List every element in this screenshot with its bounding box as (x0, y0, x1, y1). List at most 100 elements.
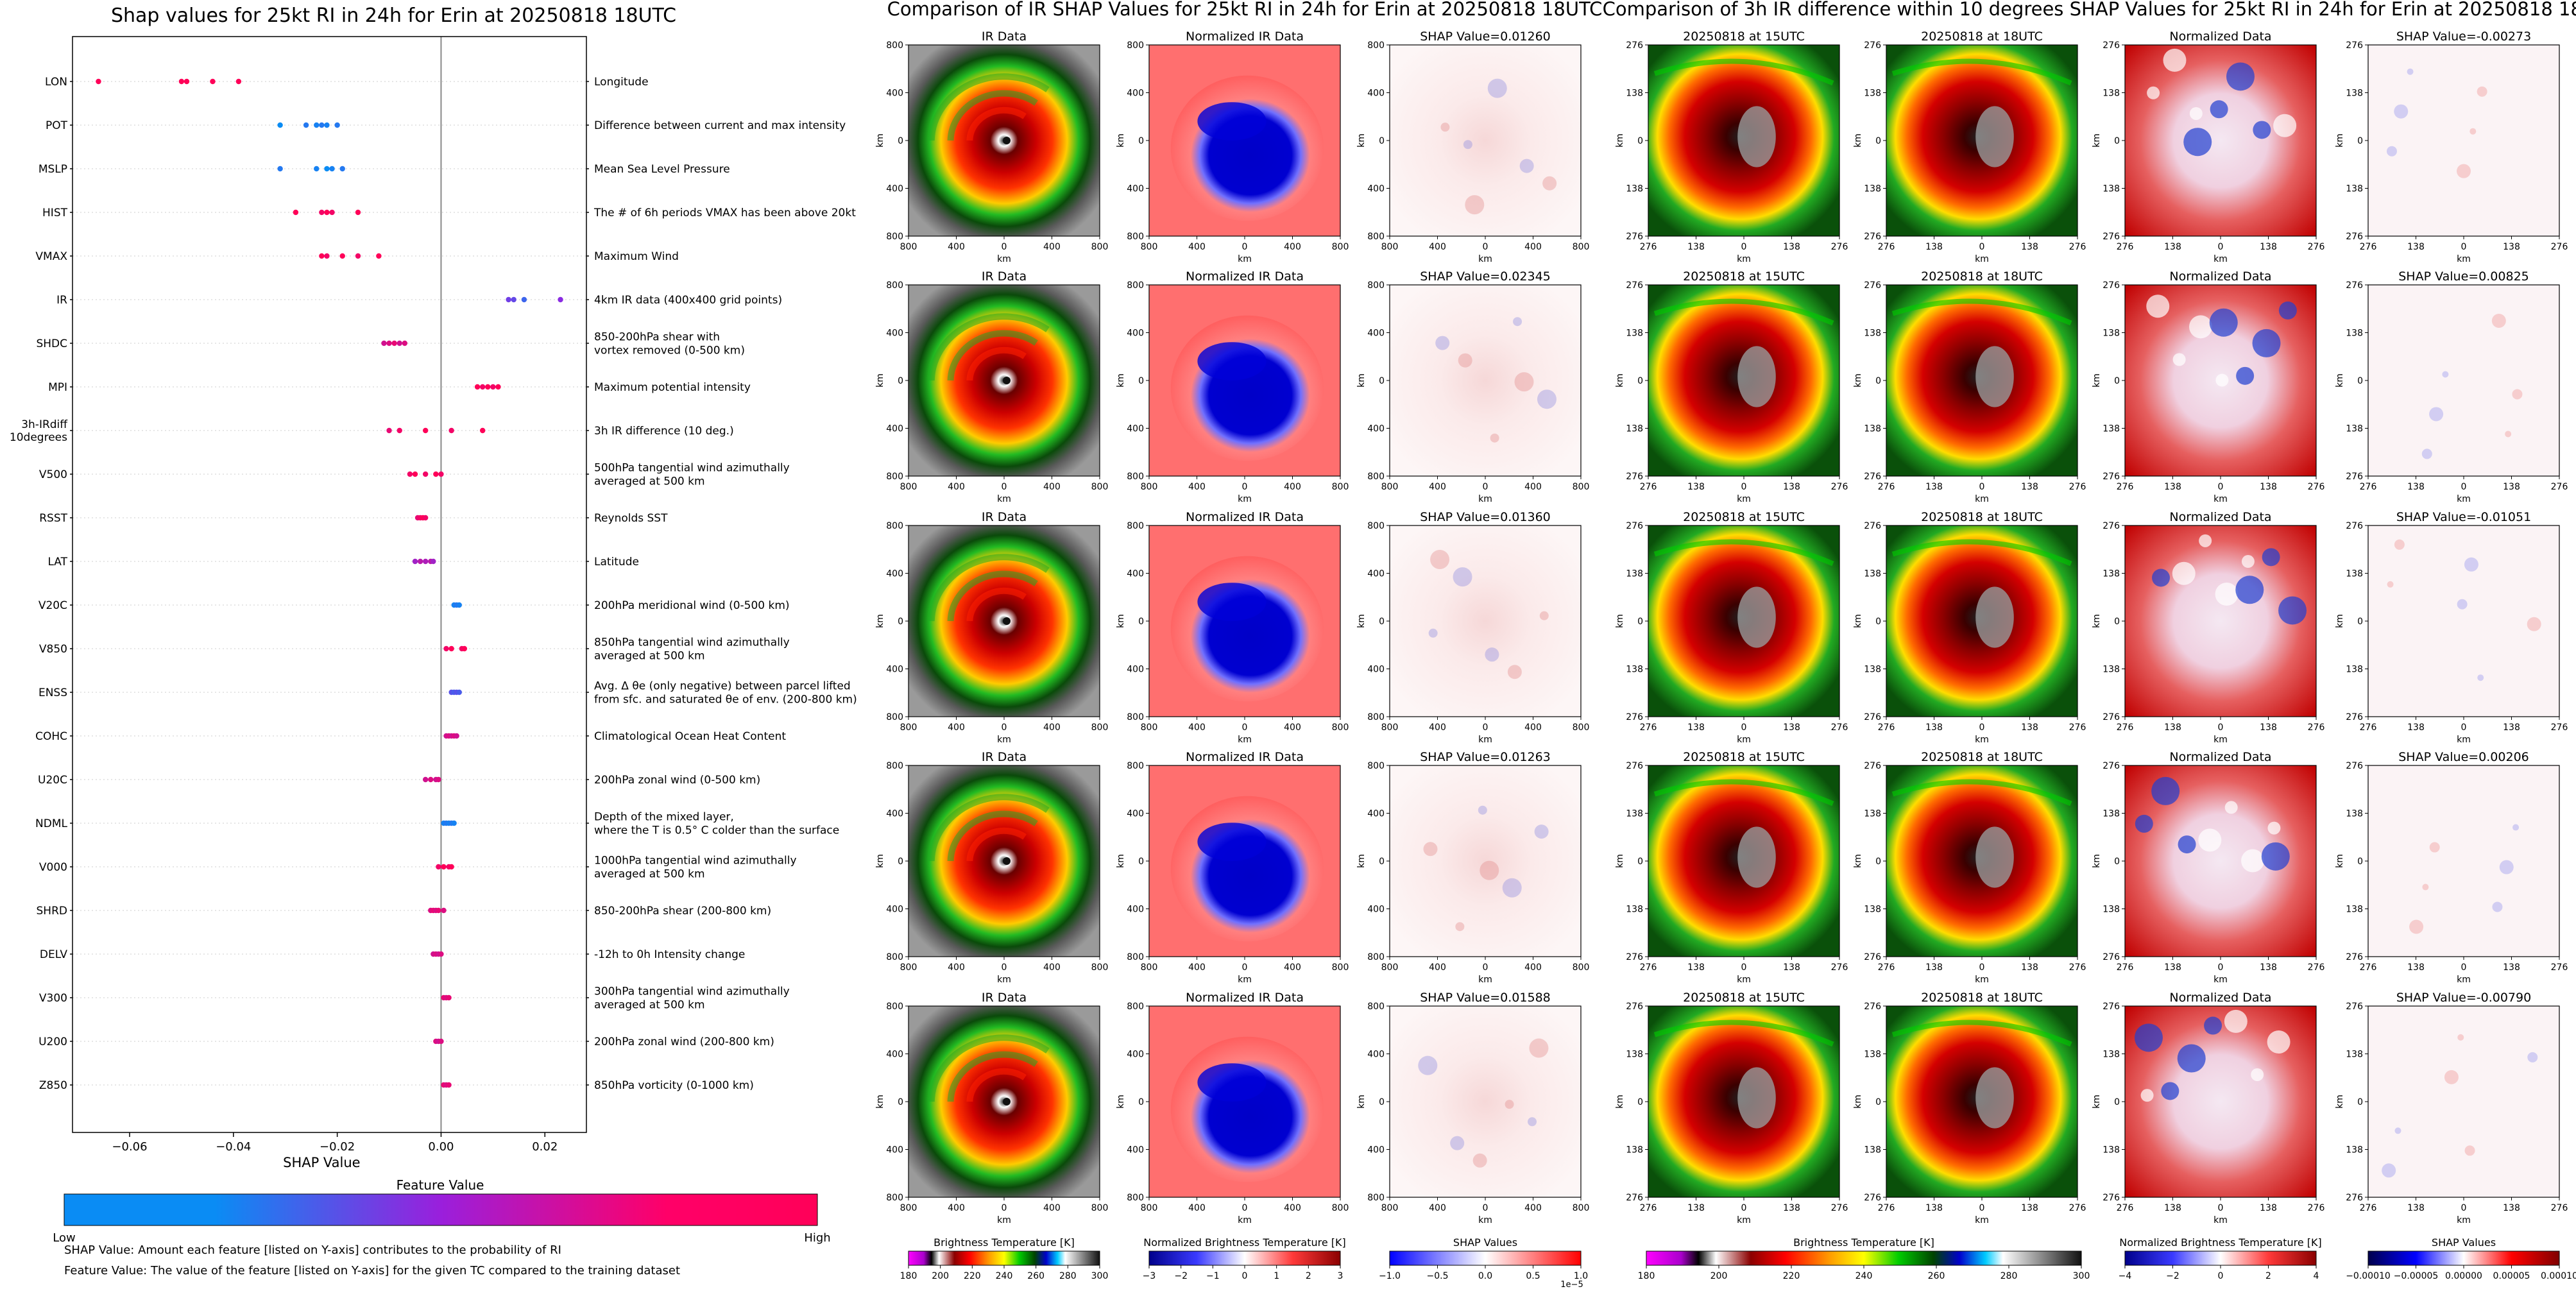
ir-shap-blob (1455, 922, 1465, 932)
y-tick-label: 400 (1367, 905, 1385, 915)
y-axis-label: km (875, 614, 885, 628)
y-tick-label: 400 (1367, 89, 1385, 99)
y-tick-label: 0 (1875, 1097, 1881, 1107)
x-axis-label: km (2213, 975, 2228, 985)
ir-spiral-band (966, 827, 1027, 862)
colorbar-tick-label: 180 (900, 1271, 917, 1281)
x-tick-label: 0 (1741, 1203, 1747, 1213)
feature-description-label: averaged at 500 km (594, 868, 705, 881)
x-tick-label: 0 (1979, 1203, 1985, 1213)
colorbar-tick-label: −0.00005 (2394, 1271, 2439, 1281)
x-tick-label: 400 (1284, 722, 1301, 733)
x-tick-label: 276 (2308, 962, 2325, 973)
x-tick-label: 0 (2218, 722, 2224, 733)
y-axis-label: km (1853, 614, 1863, 628)
x-tick-label: 138 (1925, 242, 1943, 252)
y-tick-label: 400 (886, 569, 903, 579)
diff-shap-image (2368, 1006, 2559, 1197)
y-tick-label: 0 (898, 617, 903, 627)
normalized-diff-blob (2140, 1089, 2154, 1102)
diff-shap-blob (2394, 1127, 2401, 1134)
feature-description-label: 300hPa tangential wind azimuthally (594, 986, 790, 998)
y-axis-label: km (875, 1095, 885, 1109)
x-tick-label: 0 (1979, 242, 1985, 252)
x-tick-label: 276 (1878, 722, 1895, 733)
shap-point (446, 994, 452, 1001)
ir-shap-blob (1418, 1055, 1438, 1075)
y-tick-label: 276 (2103, 1193, 2120, 1203)
y-tick-label: 138 (1864, 1050, 1881, 1060)
ir-shap-blob (1478, 805, 1487, 815)
y-tick-label: 800 (1367, 1002, 1385, 1012)
y-tick-label: 800 (1367, 472, 1385, 482)
feature-name-label: MSLP (38, 163, 67, 176)
x-tick-label: 276 (2360, 242, 2377, 252)
y-tick-label: 800 (1127, 712, 1144, 722)
y-tick-label: 276 (2103, 232, 2120, 242)
x-tick-label: 400 (1043, 242, 1061, 252)
ir-shap-image (1390, 1006, 1581, 1197)
x-tick-label: 800 (900, 242, 917, 252)
ir-shap-blob (1472, 1153, 1487, 1168)
y-tick-label: 400 (886, 424, 903, 434)
x-tick-label: 800 (1091, 482, 1109, 492)
diff-shap-image (2368, 285, 2559, 476)
ir-shap-blob (1505, 1100, 1514, 1109)
diff-normalized-colorbar-label: Normalized Brightness Temperature [K] (2119, 1236, 2322, 1249)
x-tick-label: 0 (2218, 962, 2224, 973)
y-axis-label: km (2092, 854, 2102, 868)
x-tick-label: 800 (1573, 242, 1590, 252)
x-axis-label: km (1975, 1215, 1989, 1225)
shap-point (436, 907, 441, 914)
colorbar-tick-label: −4 (2119, 1271, 2132, 1281)
y-tick-label: 138 (2346, 329, 2363, 339)
x-tick-label: 276 (1878, 482, 1895, 492)
diff-shap-blob (2457, 599, 2468, 610)
shap-panel-title: Shap values for 25kt RI in 24h for Erin … (111, 4, 676, 27)
y-tick-label: 138 (1864, 329, 1881, 339)
normalized-diff-blob (2226, 62, 2255, 91)
x-tick-label: 800 (1141, 962, 1158, 973)
normalized-diff-blob (2146, 295, 2170, 318)
y-tick-label: 276 (2103, 280, 2120, 291)
y-tick-label: 276 (1626, 952, 1643, 962)
x-tick-label: 800 (1381, 962, 1399, 973)
x-tick-label: 138 (1687, 242, 1705, 252)
y-tick-label: 0 (1138, 617, 1144, 627)
normalized-diff-blob (2262, 548, 2280, 567)
shap-point (412, 558, 418, 565)
y-tick-label: 0 (1637, 376, 1643, 386)
feature-description-label: Difference between current and max inten… (594, 119, 846, 132)
y-tick-label: 800 (886, 1002, 903, 1012)
y-tick-label: 400 (886, 665, 903, 675)
shap-point (422, 427, 429, 434)
shap-point (319, 253, 325, 259)
diff-normalized-colorbar (2124, 1251, 2317, 1266)
ir-shap-blob (1519, 158, 1534, 173)
shap-point (324, 253, 330, 259)
diff-shap-value-title: SHAP Value=-0.00273 (2396, 30, 2531, 44)
y-axis-label: km (1356, 854, 1367, 868)
y-tick-label: 138 (1626, 89, 1643, 99)
x-axis-label: km (1238, 254, 1252, 264)
x-tick-label: 138 (2260, 242, 2277, 252)
x-tick-label: 400 (1284, 482, 1301, 492)
y-tick-label: 0 (2357, 857, 2363, 867)
shap-point (277, 122, 283, 128)
y-tick-label: 276 (1626, 761, 1643, 771)
y-tick-label: 276 (2103, 1002, 2120, 1012)
y-tick-label: 0 (1379, 617, 1385, 627)
normalized-diff-title: Normalized Data (2169, 269, 2271, 284)
feature-description-label: The # of 6h periods VMAX has been above … (593, 207, 856, 219)
y-tick-label: 276 (2346, 1193, 2363, 1203)
normalized-diff-blob (2224, 801, 2238, 814)
colorbar-tick-label: 240 (1855, 1271, 1873, 1281)
feature-description-label: where the T is 0.5° C colder than the su… (594, 824, 839, 837)
shap-point (402, 340, 408, 346)
normalized-diff-blob (2267, 821, 2281, 835)
feature-description-label: 850-200hPa shear (200-800 km) (594, 905, 771, 918)
colorbar-tick-label: 4 (2314, 1271, 2319, 1281)
ir-spiral-band (947, 1051, 1038, 1102)
x-axis-label: km (2213, 254, 2228, 264)
y-axis-label: km (1356, 133, 1367, 148)
